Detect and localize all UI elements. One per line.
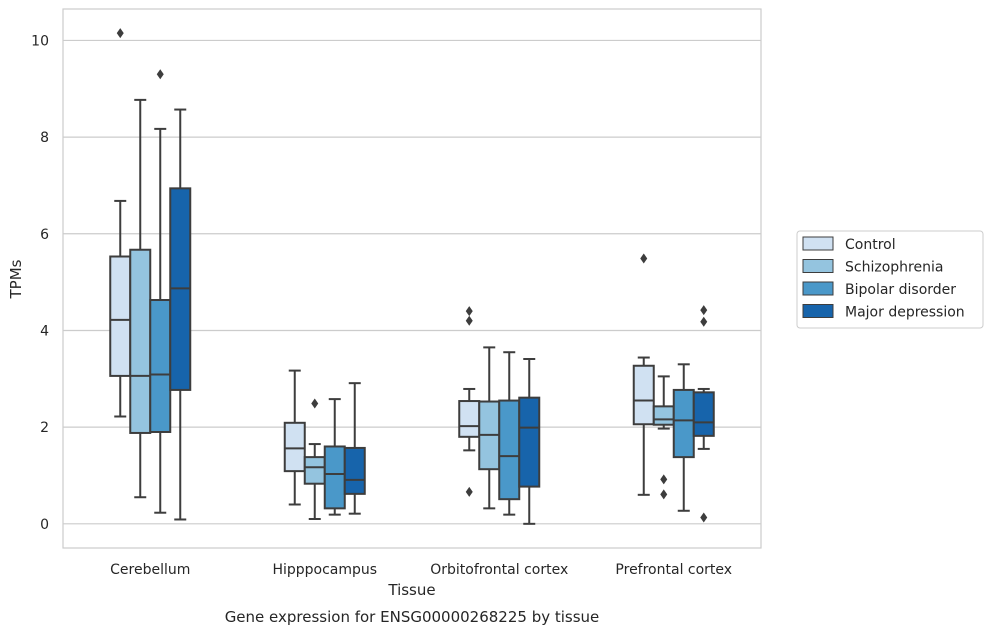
x-tick-labels: Cerebellum Hipppocampus Orbitofrontal cort… [110, 562, 732, 578]
box-iqr [498, 399, 521, 501]
box-schizophrenia [129, 98, 152, 499]
plot-frame [62, 8, 762, 549]
box-iqr [632, 364, 655, 426]
box-iqr [323, 445, 346, 510]
box-bipolar-disorder [498, 351, 521, 516]
box-control [458, 306, 481, 497]
box-schizophrenia [652, 375, 675, 500]
legend-frame [796, 230, 984, 329]
figure-caption: Gene expression for ENSG00000268225 by t… [225, 608, 600, 626]
legend-item: Bipolar disorder [802, 281, 956, 298]
legend-item: Schizophrenia [802, 259, 943, 276]
box-bipolar-disorder [149, 69, 172, 514]
legend-label: Schizophrenia [845, 260, 943, 276]
y-tick-label: 0 [40, 517, 49, 533]
boxes [109, 28, 715, 525]
y-tick-label: 10 [31, 33, 49, 49]
legend-label: Major depression [845, 305, 965, 321]
outlier-point [700, 305, 708, 316]
x-tick-label: Orbitofrontal cortex [430, 562, 568, 578]
y-tick-label: 4 [40, 323, 49, 339]
outlier-point [700, 512, 708, 523]
box-iqr [652, 405, 675, 426]
y-tick-label: 8 [40, 130, 49, 146]
box-iqr [518, 396, 541, 488]
outlier-point [660, 474, 668, 485]
outlier-point [465, 486, 473, 497]
legend-swatch [802, 259, 834, 273]
legend-label: Bipolar disorder [845, 282, 956, 298]
y-tick-labels: 0 2 4 6 8 10 [31, 33, 49, 532]
legend-item: Major depression [802, 304, 965, 321]
legend-swatch [802, 236, 834, 251]
box-iqr [343, 446, 366, 495]
outlier-point [465, 306, 473, 317]
legend-item: Control [802, 236, 896, 253]
outlier-point [116, 28, 124, 39]
outlier-point [156, 69, 164, 80]
outlier-point [700, 316, 708, 327]
plot-area [63, 9, 761, 548]
box-control [283, 369, 306, 506]
box-iqr [129, 248, 152, 434]
y-tick-label: 2 [40, 420, 49, 436]
legend-swatch [802, 304, 834, 318]
outlier-point [311, 398, 319, 409]
outlier-point [660, 489, 668, 500]
box-iqr [303, 456, 326, 485]
box-iqr [109, 255, 132, 377]
box-iqr [149, 299, 172, 433]
box-control [632, 253, 655, 496]
x-tick-label: Cerebellum [110, 562, 190, 578]
legend-label: Control [845, 237, 896, 253]
box-control [109, 28, 132, 418]
box-major-depression [169, 108, 192, 521]
x-tick-label: Prefrontal cortex [615, 562, 732, 578]
box-major-depression [518, 357, 541, 525]
legend: Control Schizophrenia Bipolar disorder Majo… [796, 230, 984, 329]
box-major-depression [343, 382, 366, 515]
box-major-depression [692, 305, 715, 523]
y-axis-label: TPMs [7, 259, 25, 299]
box-iqr [672, 388, 695, 459]
box-iqr [283, 421, 306, 473]
legend-swatch [802, 281, 834, 296]
box-iqr [692, 391, 715, 437]
x-tick-label: Hipppocampus [272, 562, 377, 578]
outlier-point [465, 315, 473, 326]
box-iqr [458, 400, 481, 438]
x-axis-label: Tissue [387, 581, 435, 599]
y-tick-label: 6 [40, 227, 49, 243]
outlier-point [640, 253, 648, 264]
